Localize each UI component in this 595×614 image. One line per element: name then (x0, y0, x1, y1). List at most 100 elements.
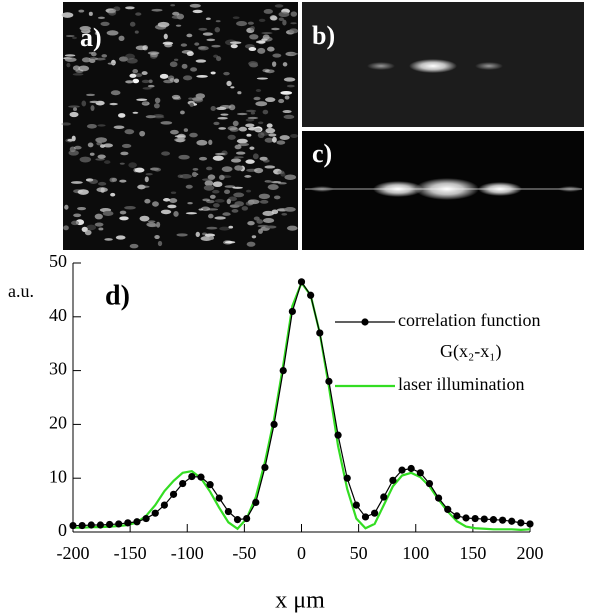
speckle-dot (202, 178, 214, 181)
speckle-dot (224, 241, 236, 244)
data-point (407, 464, 415, 473)
data-point (389, 476, 397, 484)
speckle-dot (147, 51, 160, 55)
data-point (133, 518, 141, 526)
speckle (61, 3, 299, 249)
speckle-dot (258, 228, 263, 234)
speckle-dot (157, 240, 163, 247)
speckle-dot (119, 210, 127, 215)
speckle-dot (138, 185, 150, 189)
speckle-dot (236, 138, 248, 144)
speckle-dot (84, 229, 92, 236)
speckle-dot (284, 174, 297, 180)
speckle-dot (73, 107, 78, 111)
speckle-dot (85, 178, 94, 182)
speckle-dot (136, 98, 148, 101)
speckle-dot (231, 209, 239, 213)
speckle-dot (129, 21, 136, 27)
y-tick-label: 30 (49, 359, 67, 379)
speckle-dot (202, 198, 211, 202)
speckle-dot (226, 198, 231, 205)
speckle-dot (196, 139, 208, 146)
speckle-dot (70, 181, 83, 184)
speckle-dot (81, 57, 91, 63)
speckle-dot (88, 51, 94, 55)
speckle-dot (251, 235, 257, 239)
speckle-dot (241, 206, 249, 211)
speckle-dot (217, 116, 228, 120)
speckle-dot (132, 111, 139, 114)
speckle-dot (144, 176, 149, 183)
data-point (233, 516, 242, 524)
speckle-dot (77, 206, 86, 211)
speckle-dot (189, 102, 194, 107)
speckle-dot (238, 126, 248, 132)
speckle-dot (227, 134, 236, 140)
speckle-dot (186, 33, 193, 38)
speckle-dot (214, 216, 226, 220)
speckle-dot (282, 19, 287, 26)
data-point (160, 501, 168, 509)
speckle-dot (189, 132, 198, 138)
speckle-dot (290, 22, 297, 25)
speckle-dot (283, 77, 296, 82)
speckle-dot (65, 34, 75, 37)
data-point (453, 512, 461, 520)
spot (475, 62, 503, 70)
speckle-dot (265, 97, 276, 103)
speckle-dot (273, 195, 281, 200)
speckle-dot (154, 235, 160, 240)
speckle-dot (198, 46, 209, 51)
speckle-dot (149, 53, 158, 59)
data-point (243, 514, 251, 523)
speckle-dot (152, 201, 159, 207)
speckle-dot (259, 156, 268, 161)
speckle-dot (249, 146, 255, 150)
speckle-dot (178, 154, 190, 160)
x-tick-label: 100 (402, 543, 429, 563)
speckle-dot (151, 8, 163, 12)
y-axis-label: a.u. (8, 281, 34, 301)
speckle-dot (262, 210, 275, 216)
speckle-dot (219, 226, 230, 231)
speckle-dot (209, 236, 215, 240)
speckle-dot (171, 15, 182, 19)
speckle-dot (272, 61, 277, 67)
speckle-dot (265, 180, 274, 183)
speckle-dot (261, 32, 273, 35)
data-point (416, 469, 424, 477)
speckle-dot (175, 24, 182, 27)
speckle-dot (129, 73, 137, 78)
speckle-dot (66, 62, 71, 68)
speckle-dot (115, 235, 126, 240)
speckle-dot (264, 137, 274, 143)
data-point (252, 498, 260, 507)
speckle-dot (191, 171, 198, 178)
speckle-dot (281, 213, 288, 216)
data-point (142, 514, 150, 523)
data-point (215, 494, 223, 502)
speckle-dot (119, 179, 127, 183)
speckle-dot (247, 220, 255, 226)
speckle-dot (154, 97, 161, 104)
speckle-dot (258, 193, 271, 200)
speckle-dot (267, 46, 275, 52)
speckle-dot (249, 62, 259, 68)
data-point (480, 515, 488, 523)
x-tick-label: 0 (297, 543, 306, 563)
data-point (69, 521, 77, 530)
data-point (498, 516, 507, 524)
speckle-dot (67, 138, 74, 142)
speckle-dot (264, 69, 275, 74)
speckle-dot (97, 124, 106, 127)
speckle-dot (99, 144, 106, 148)
speckle-dot (206, 38, 216, 42)
speckle-dot (232, 186, 244, 189)
speckle-dot (163, 198, 171, 202)
speckle-dot (68, 105, 80, 108)
speckle-dot (250, 25, 255, 31)
speckle-dot (284, 95, 290, 100)
speckle-dot (246, 133, 252, 137)
speckle-dot (227, 126, 238, 131)
speckle-dot (265, 225, 277, 229)
